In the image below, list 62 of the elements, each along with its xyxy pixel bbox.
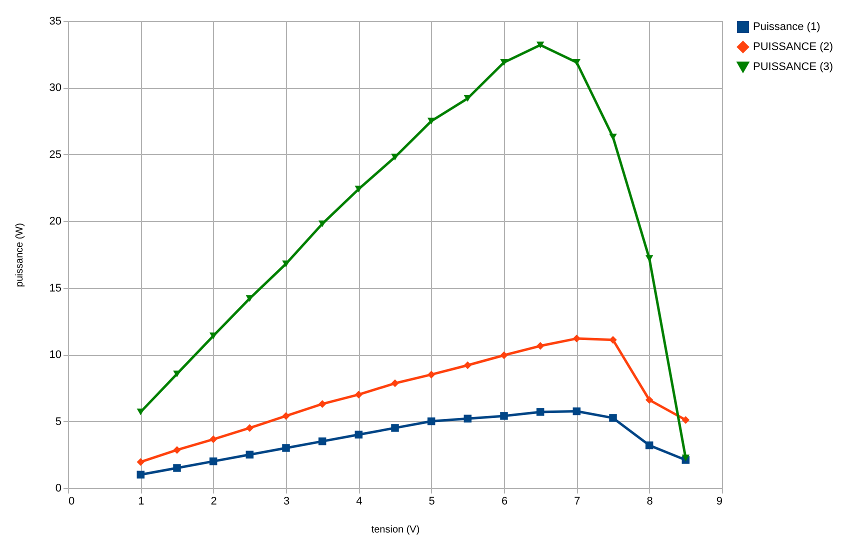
point [609,134,617,140]
y-tick-label: 0 [55,482,62,494]
legend-label: PUISSANCE (3) [753,61,834,73]
point [536,42,544,48]
point [173,464,181,472]
point [136,458,145,466]
y-tick-label: 35 [49,16,62,28]
x-tick-label: 2 [210,496,217,508]
point [391,379,399,388]
point [391,424,399,432]
y-tick-label: 20 [49,216,62,228]
point [354,390,363,398]
point [645,396,654,404]
y-tick-label: 30 [49,82,62,94]
point [464,414,472,422]
legend-label: Puissance (1) [753,21,820,33]
point [427,417,436,426]
x-tick-label: 6 [501,496,508,508]
x-tick-label: 3 [283,496,290,508]
point [609,336,617,344]
point [536,408,544,416]
point [536,342,544,350]
point [682,454,690,462]
point [427,118,436,124]
point [609,414,617,422]
y-tick-label: 15 [49,282,62,294]
point [500,59,508,66]
point [136,470,145,479]
point [464,361,472,370]
point [246,424,254,432]
point [209,435,218,444]
point [645,441,654,450]
point [282,260,290,268]
x-tick-label: 4 [356,496,362,508]
x-axis-title: tension (V) [371,524,420,536]
y-tick-label: 5 [55,416,62,428]
point [500,412,508,420]
y-tick-label: 25 [49,148,62,161]
point [572,407,581,416]
point [500,351,508,360]
x-tick-label: 5 [428,496,435,508]
point [682,416,690,424]
legend-label: PUISSANCE (2) [753,41,834,53]
point [572,59,581,66]
point [173,446,181,454]
x-tick-label: 8 [646,496,653,508]
y-axis-title: puissance (W) [14,223,26,287]
x-tick-label: 0 [68,496,75,508]
point [136,408,145,416]
x-tick-label: 9 [716,496,722,508]
point [173,370,181,378]
point [354,430,363,438]
x-tick-label: 1 [138,496,144,508]
point [282,444,290,452]
x-tick-label: 7 [574,496,580,508]
y-tick-label: 10 [49,349,62,362]
point [282,412,290,420]
point [318,437,326,446]
point [427,370,436,378]
point [246,450,254,459]
point [318,400,326,408]
point [209,457,218,466]
